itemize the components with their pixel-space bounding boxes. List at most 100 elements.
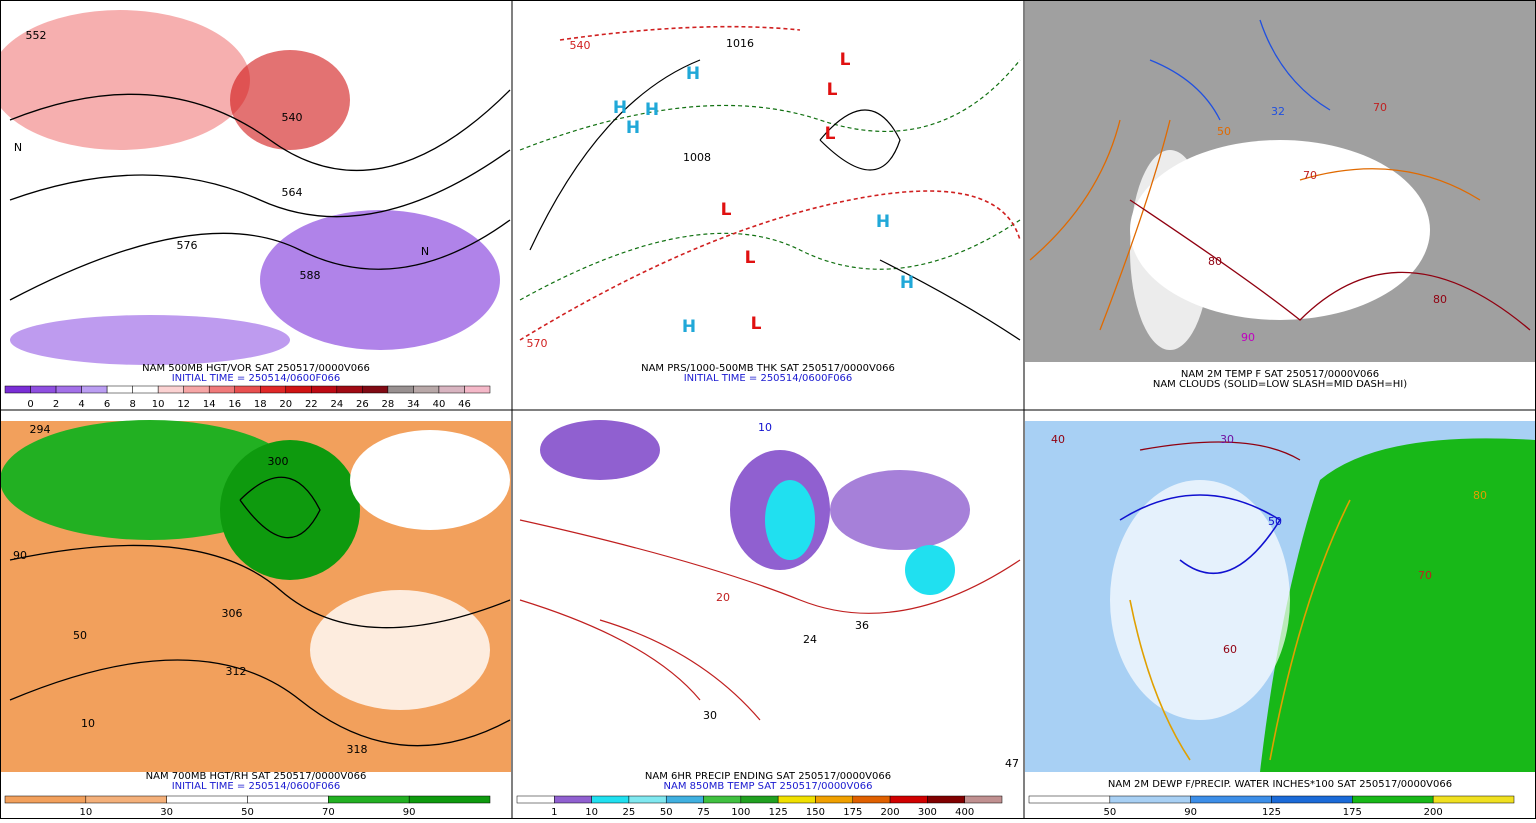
map-label: 10 bbox=[758, 421, 772, 434]
high-marker: H bbox=[626, 118, 640, 138]
map-label: 80 bbox=[1473, 489, 1487, 502]
moisture-area bbox=[1260, 438, 1535, 772]
colorbar-segment bbox=[336, 385, 363, 394]
colorbar-label: 400 bbox=[955, 807, 974, 818]
vorticity-area bbox=[0, 10, 250, 150]
colorbar-label: 18 bbox=[254, 399, 267, 410]
dewpoint-contour bbox=[1139, 441, 1301, 461]
map-label: 30 bbox=[703, 709, 717, 722]
map-label: 10 bbox=[81, 717, 95, 730]
colorbar-segment bbox=[285, 385, 312, 394]
colorbar-segment bbox=[964, 795, 1003, 804]
panel-title: NAM 500MB HGT/VOR SAT 250517/0000V066 bbox=[142, 363, 370, 374]
map-label: 80 bbox=[1433, 293, 1447, 306]
colorbar-label: 30 bbox=[160, 807, 173, 818]
map-label: 552 bbox=[26, 29, 47, 42]
map-label: 588 bbox=[300, 269, 321, 282]
map-label: 312 bbox=[226, 665, 247, 678]
colorbar-label: 20 bbox=[279, 399, 292, 410]
panel-title: NAM PRS/1000-500MB THK SAT 250517/0000V0… bbox=[641, 363, 895, 374]
map-label: 90 bbox=[1241, 331, 1255, 344]
vorticity-area bbox=[230, 50, 350, 150]
colorbar-label: 175 bbox=[1343, 807, 1362, 818]
map-label: 60 bbox=[1223, 643, 1237, 656]
map-label: 70 bbox=[1418, 569, 1432, 582]
dry-area bbox=[1110, 480, 1290, 720]
temperature-contour bbox=[1129, 199, 1531, 331]
colorbar-label: 28 bbox=[382, 399, 395, 410]
colorbar-segment bbox=[4, 795, 87, 804]
colorbar-segment bbox=[665, 795, 704, 804]
colorbar-label: 125 bbox=[1262, 807, 1281, 818]
panel-subtitle: NAM 850MB TEMP SAT 250517/0000V066 bbox=[664, 781, 873, 792]
panel-title: NAM 700MB HGT/RH SAT 250517/0000V066 bbox=[146, 771, 367, 782]
low-marker: L bbox=[840, 50, 851, 70]
colorbar-segment bbox=[703, 795, 742, 804]
map-label: 294 bbox=[30, 423, 51, 436]
high-marker: H bbox=[645, 100, 659, 120]
colorbar-segment bbox=[260, 385, 287, 394]
high-marker: H bbox=[900, 273, 914, 293]
dewpoint-contour bbox=[1119, 494, 1282, 575]
map-label: 24 bbox=[803, 633, 817, 646]
colorbar-label: 16 bbox=[228, 399, 241, 410]
colorbar-segment bbox=[387, 385, 414, 394]
thickness-contour bbox=[519, 59, 1021, 301]
colorbar-label: 2 bbox=[53, 399, 59, 410]
colorbar-segment bbox=[183, 385, 210, 394]
map-label: 20 bbox=[716, 591, 730, 604]
temperature-contour bbox=[1029, 119, 1481, 331]
colorbar-label: 90 bbox=[403, 807, 416, 818]
dry-area bbox=[350, 430, 510, 530]
colorbar-label: 90 bbox=[1184, 807, 1197, 818]
map-label: 540 bbox=[570, 39, 591, 52]
map-label: 564 bbox=[282, 186, 303, 199]
map-label: 32 bbox=[1271, 105, 1285, 118]
precip-area bbox=[765, 480, 815, 560]
map-label: 90 bbox=[13, 549, 27, 562]
map-label: 50 bbox=[73, 629, 87, 642]
colorbar-label: 10 bbox=[152, 399, 165, 410]
map-label: 540 bbox=[282, 111, 303, 124]
high-marker: H bbox=[686, 64, 700, 84]
colorbar-segment bbox=[166, 795, 248, 804]
colorbar-label: 150 bbox=[806, 807, 825, 818]
maps bbox=[0, 1, 1535, 772]
colorbar-label: 200 bbox=[1424, 807, 1443, 818]
map-label: 318 bbox=[347, 743, 368, 756]
low-marker: L bbox=[721, 200, 732, 220]
colorbar-segment bbox=[1271, 795, 1353, 804]
map-label: 1008 bbox=[683, 151, 711, 164]
colorbar-label: 25 bbox=[623, 807, 636, 818]
colorbar-segment bbox=[311, 385, 338, 394]
map-label: 570 bbox=[527, 337, 548, 350]
colorbar-segment bbox=[1432, 795, 1515, 804]
colorbar-segment bbox=[1109, 795, 1191, 804]
colorbar-segment bbox=[516, 795, 555, 804]
colorbar-label: 26 bbox=[356, 399, 369, 410]
low-marker: L bbox=[751, 314, 762, 334]
clear-area bbox=[1130, 150, 1210, 350]
colorbar-label: 22 bbox=[305, 399, 318, 410]
colorbar-segment bbox=[777, 795, 816, 804]
colorbar-label: 50 bbox=[660, 807, 673, 818]
colorbar-label: 75 bbox=[697, 807, 710, 818]
colorbar-label: 14 bbox=[203, 399, 216, 410]
pressure-contour bbox=[529, 59, 1021, 341]
dry-area bbox=[310, 590, 490, 710]
colorbar-segment bbox=[815, 795, 854, 804]
panel-title: NAM 2M DEWP F/PRECIP. WATER INCHES*100 S… bbox=[1108, 779, 1452, 790]
colorbar-segment bbox=[362, 385, 389, 394]
colorbar-segment bbox=[554, 795, 592, 804]
low-marker: L bbox=[745, 248, 756, 268]
colorbar-segment bbox=[30, 385, 57, 394]
colorbar-segment bbox=[247, 795, 329, 804]
colorbar-label: 10 bbox=[585, 807, 598, 818]
colorbar-label: 300 bbox=[918, 807, 937, 818]
colorbar-label: 1 bbox=[551, 807, 557, 818]
map-label: 50 bbox=[1217, 125, 1231, 138]
colorbar-label: 175 bbox=[843, 807, 862, 818]
colorbar-label: 10 bbox=[79, 807, 92, 818]
colorbar-label: 125 bbox=[769, 807, 788, 818]
